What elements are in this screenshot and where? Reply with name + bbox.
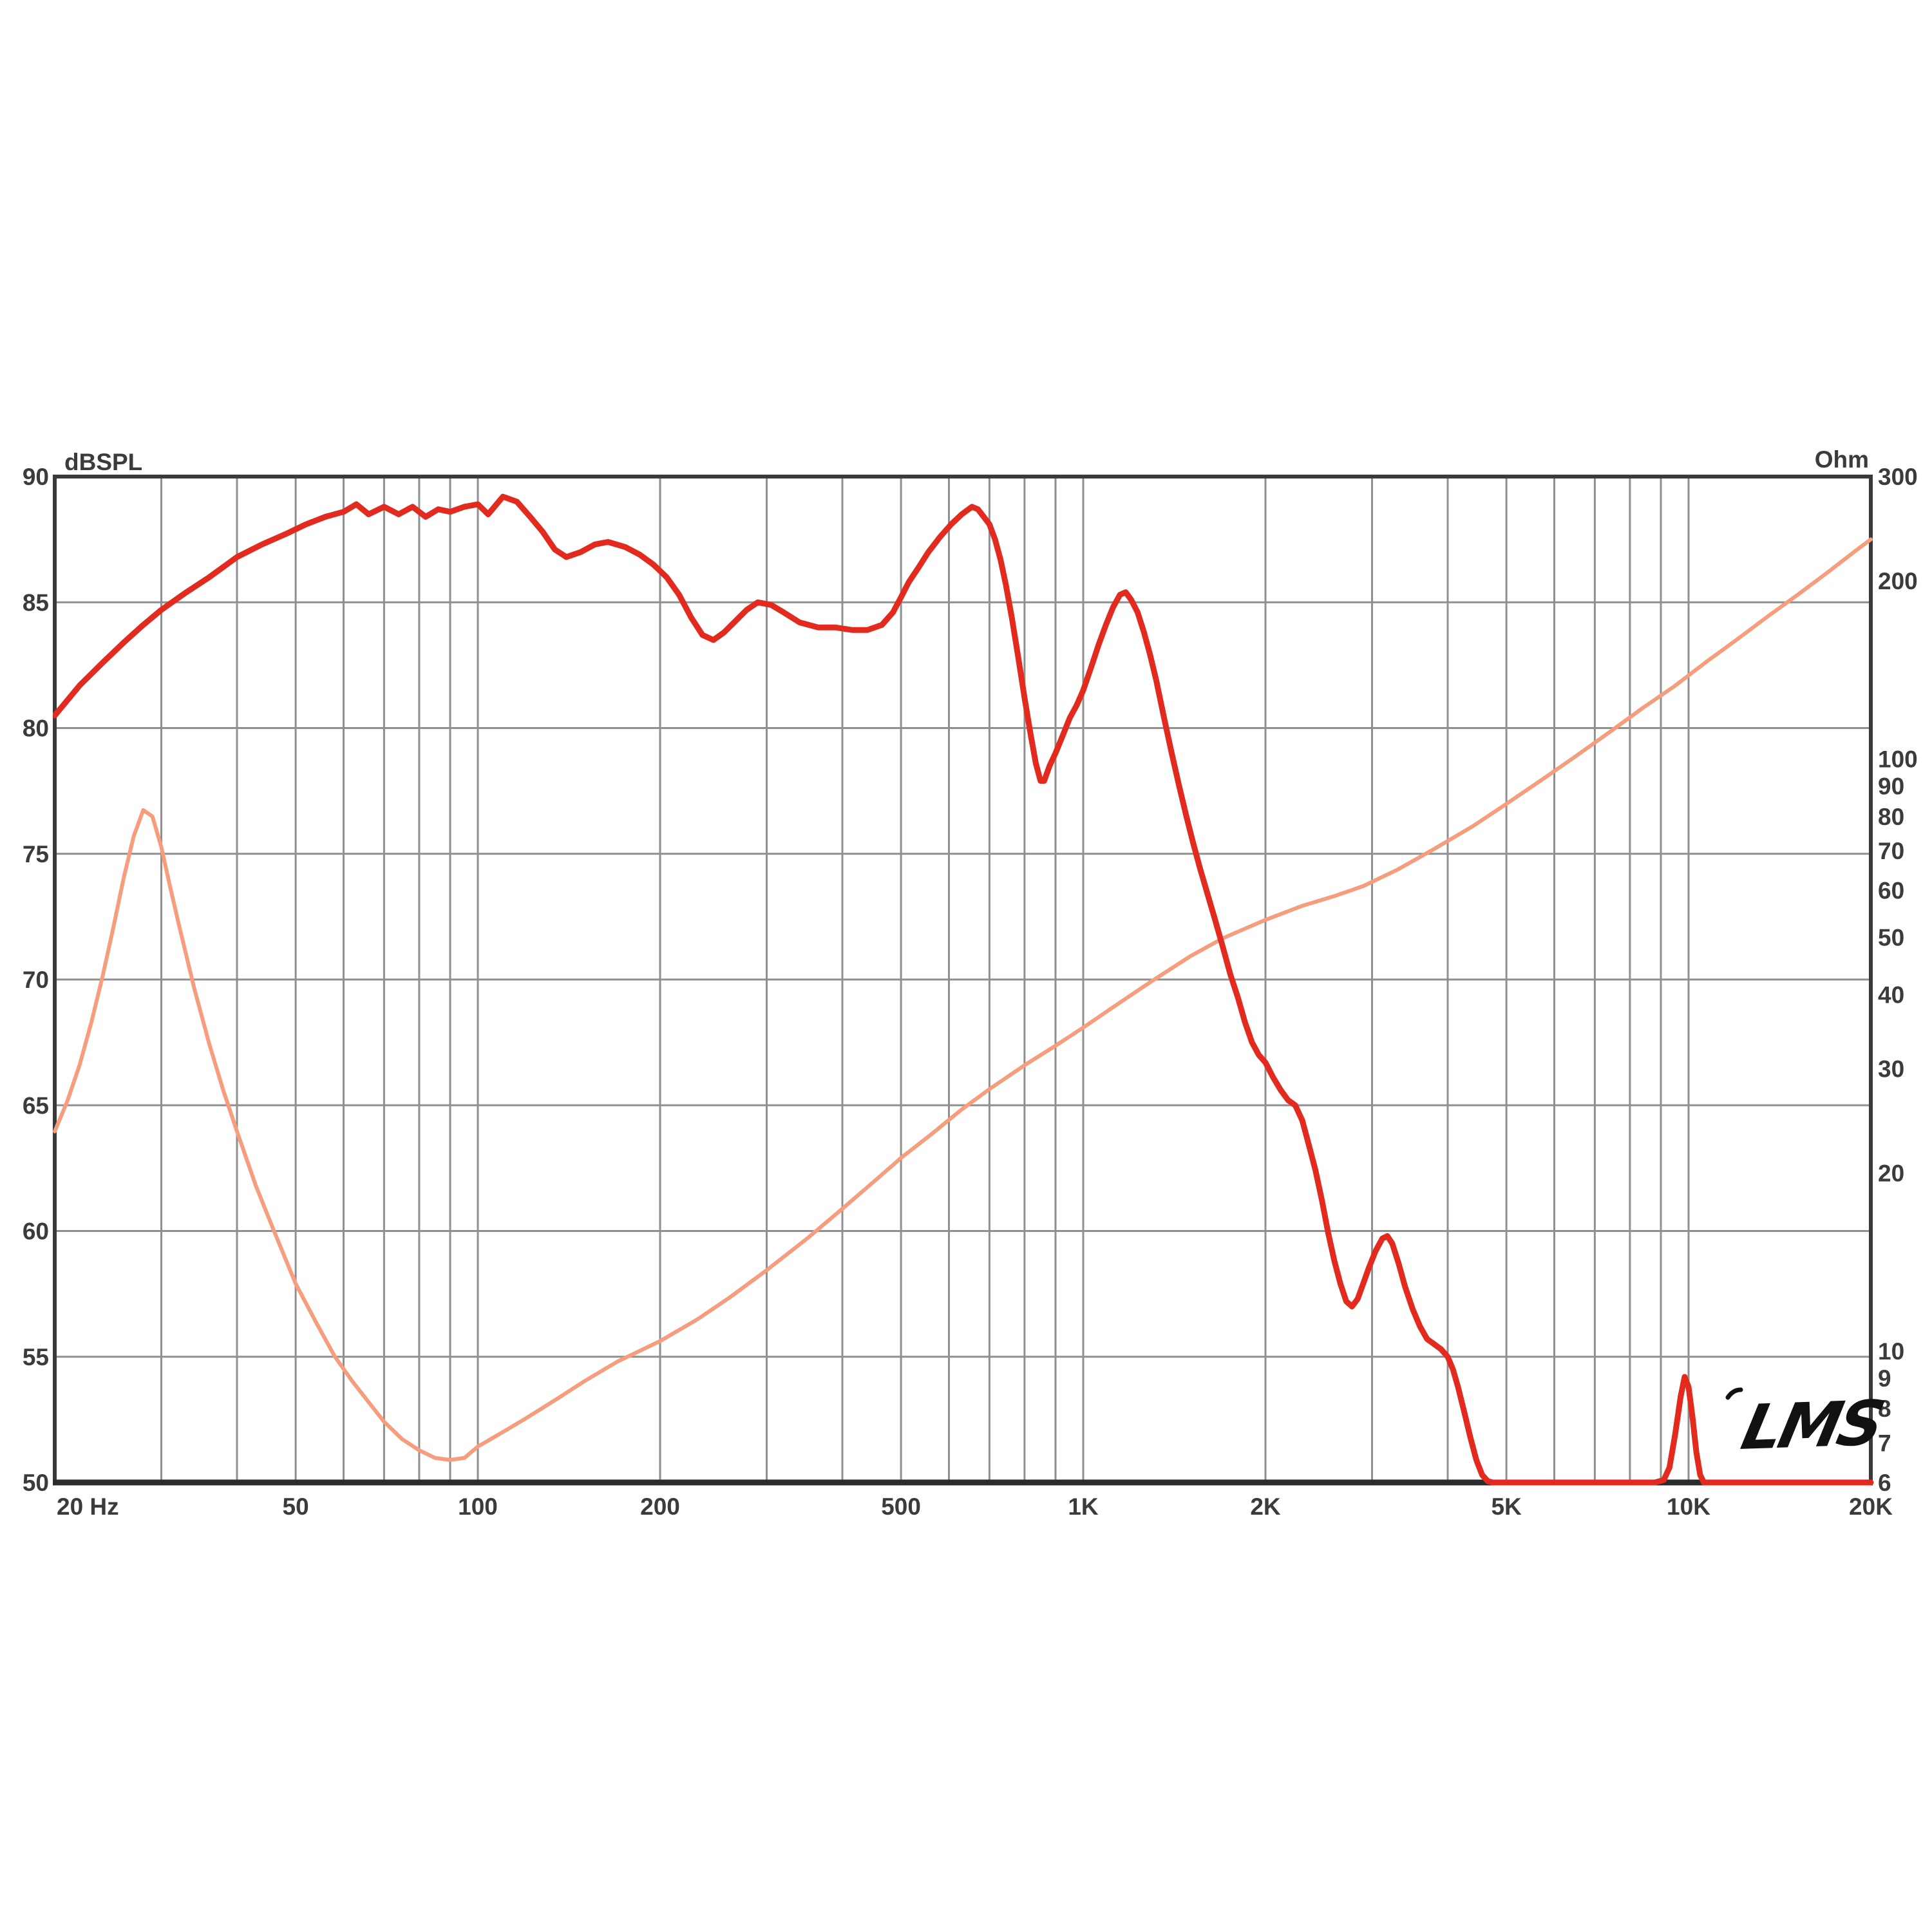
lms-logo-flourish-icon — [1725, 1387, 1743, 1400]
right-axis-tick-label: 90 — [1878, 773, 1904, 800]
right-axis-tick-label: 200 — [1878, 568, 1918, 594]
x-axis-tick-label: 20K — [1849, 1493, 1893, 1520]
right-axis-tick-label: 20 — [1878, 1160, 1904, 1186]
impedance-curve — [53, 537, 1873, 1462]
x-axis-tick-label: 500 — [881, 1493, 921, 1520]
x-axis-tick-label: 2K — [1250, 1493, 1281, 1520]
left-axis-tick-label: 50 — [23, 1470, 49, 1496]
x-axis-tick-label: 10K — [1667, 1493, 1710, 1520]
right-axis-tick-label: 70 — [1878, 838, 1904, 864]
x-axis-tick-label: 20 Hz — [57, 1493, 119, 1520]
right-axis-tick-label: 40 — [1878, 982, 1904, 1009]
left-axis-tick-label: 90 — [23, 464, 49, 490]
right-axis-tick-label: 80 — [1878, 804, 1904, 830]
right-axis-unit-label: Ohm — [1815, 446, 1869, 473]
right-axis-tick-label: 8 — [1878, 1396, 1891, 1422]
left-axis-tick-label: 60 — [23, 1218, 49, 1245]
x-axis-tick-label: 200 — [640, 1493, 680, 1520]
x-axis-tick-label: 5K — [1491, 1493, 1522, 1520]
lms-logo: LMS — [1725, 1387, 1888, 1464]
left-axis-tick-label: 75 — [23, 841, 49, 867]
right-axis-tick-label: 50 — [1878, 924, 1904, 951]
left-axis-unit-label: dBSPL — [64, 449, 142, 475]
x-axis-tick-label: 1K — [1068, 1493, 1099, 1520]
left-axis-tick-label: 85 — [23, 589, 49, 616]
right-axis-tick-label: 6 — [1878, 1470, 1891, 1496]
lms-logo-text: LMS — [1736, 1387, 1888, 1464]
left-axis-tick-label: 65 — [23, 1092, 49, 1119]
chart-generated-layer: 9085807570656055503002001009080706050403… — [23, 464, 1918, 1520]
right-axis-tick-label: 100 — [1878, 746, 1918, 773]
right-axis-tick-label: 300 — [1878, 464, 1918, 490]
spl-curve — [53, 493, 1874, 1486]
left-axis-tick-label: 80 — [23, 715, 49, 742]
left-axis-tick-label: 70 — [23, 967, 49, 993]
right-axis-tick-label: 10 — [1878, 1338, 1904, 1365]
left-axis-tick-label: 55 — [23, 1344, 49, 1370]
right-axis-tick-label: 7 — [1878, 1430, 1891, 1457]
x-axis-tick-label: 100 — [458, 1493, 498, 1520]
right-axis-tick-label: 60 — [1878, 878, 1904, 904]
x-axis-tick-label: 50 — [283, 1493, 309, 1520]
right-axis-tick-label: 9 — [1878, 1365, 1891, 1392]
right-axis-tick-label: 30 — [1878, 1056, 1904, 1082]
